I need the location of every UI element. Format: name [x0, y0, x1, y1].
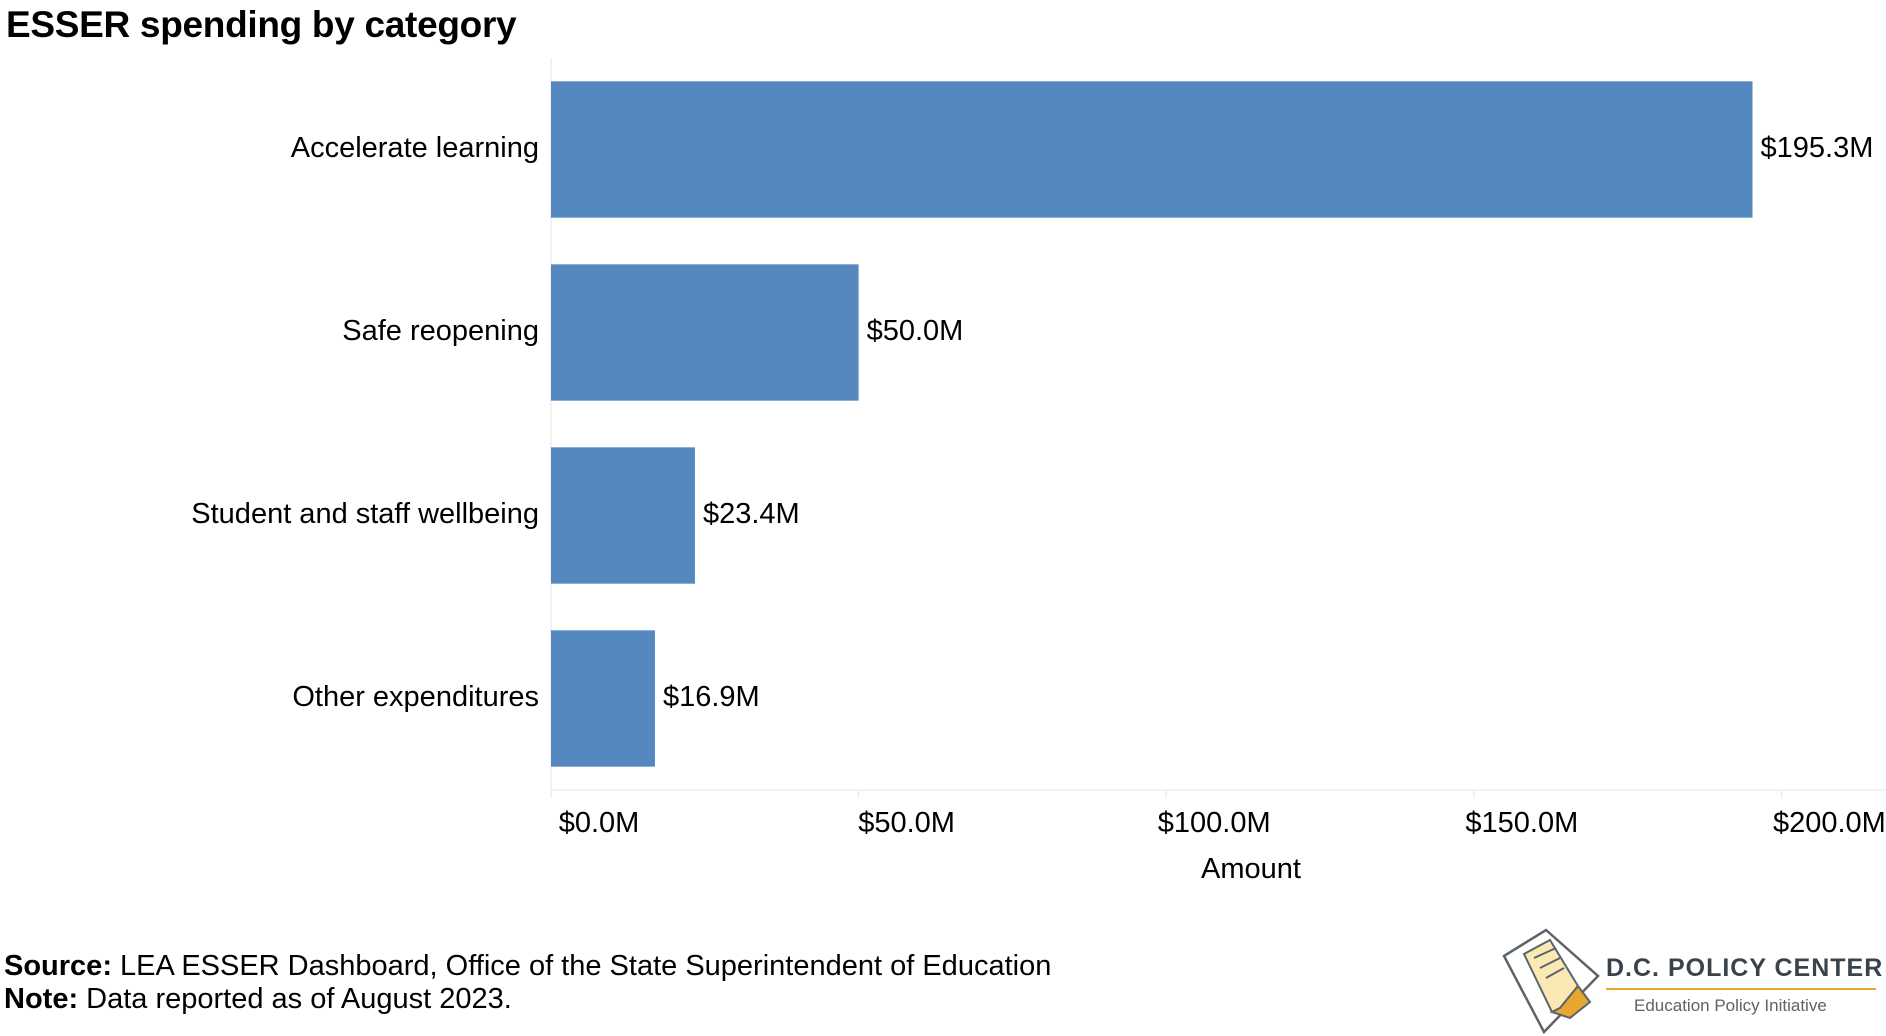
x-tick-label: $0.0M — [559, 807, 640, 839]
note-line: Note: Data reported as of August 2023. — [4, 983, 1051, 1016]
bar — [551, 630, 655, 767]
data-label: $23.4M — [703, 498, 800, 530]
x-axis-label: Amount — [1201, 853, 1301, 885]
note-text: Data reported as of August 2023. — [78, 983, 512, 1015]
source-line: Source: LEA ESSER Dashboard, Office of t… — [4, 950, 1051, 983]
logo-divider — [1606, 988, 1876, 990]
category-label: Other expenditures — [292, 681, 539, 713]
logo-subtitle: Education Policy Initiative — [1634, 996, 1827, 1015]
category-label: Accelerate learning — [291, 132, 539, 164]
bar — [551, 447, 695, 584]
bar — [551, 81, 1753, 218]
source-label: Source: — [4, 950, 112, 982]
category-label: Student and staff wellbeing — [191, 498, 539, 530]
source-text: LEA ESSER Dashboard, Office of the State… — [111, 950, 1052, 982]
x-tick-label: $100.0M — [1158, 807, 1271, 839]
logo-name: D.C. POLICY CENTER — [1606, 954, 1884, 982]
x-tick-label: $200.0M — [1773, 807, 1886, 839]
chart-footer: Source: LEA ESSER Dashboard, Office of t… — [4, 950, 1051, 1016]
category-label: Safe reopening — [342, 315, 539, 347]
x-tick-label: $50.0M — [858, 807, 955, 839]
dc-policy-center-logo: D.C. POLICY CENTER Education Policy Init… — [1500, 928, 1884, 1036]
data-label: $16.9M — [663, 681, 760, 713]
x-tick-label: $150.0M — [1465, 807, 1578, 839]
bar — [551, 264, 859, 401]
data-label: $50.0M — [867, 315, 964, 347]
data-label: $195.3M — [1761, 132, 1874, 164]
bar-chart: Accelerate learning $195.3M Safe reopening… — [191, 58, 1886, 885]
dc-map-pencil-icon — [1502, 928, 1600, 1035]
note-label: Note: — [4, 983, 79, 1015]
chart-title: ESSER spending by category — [6, 4, 517, 45]
